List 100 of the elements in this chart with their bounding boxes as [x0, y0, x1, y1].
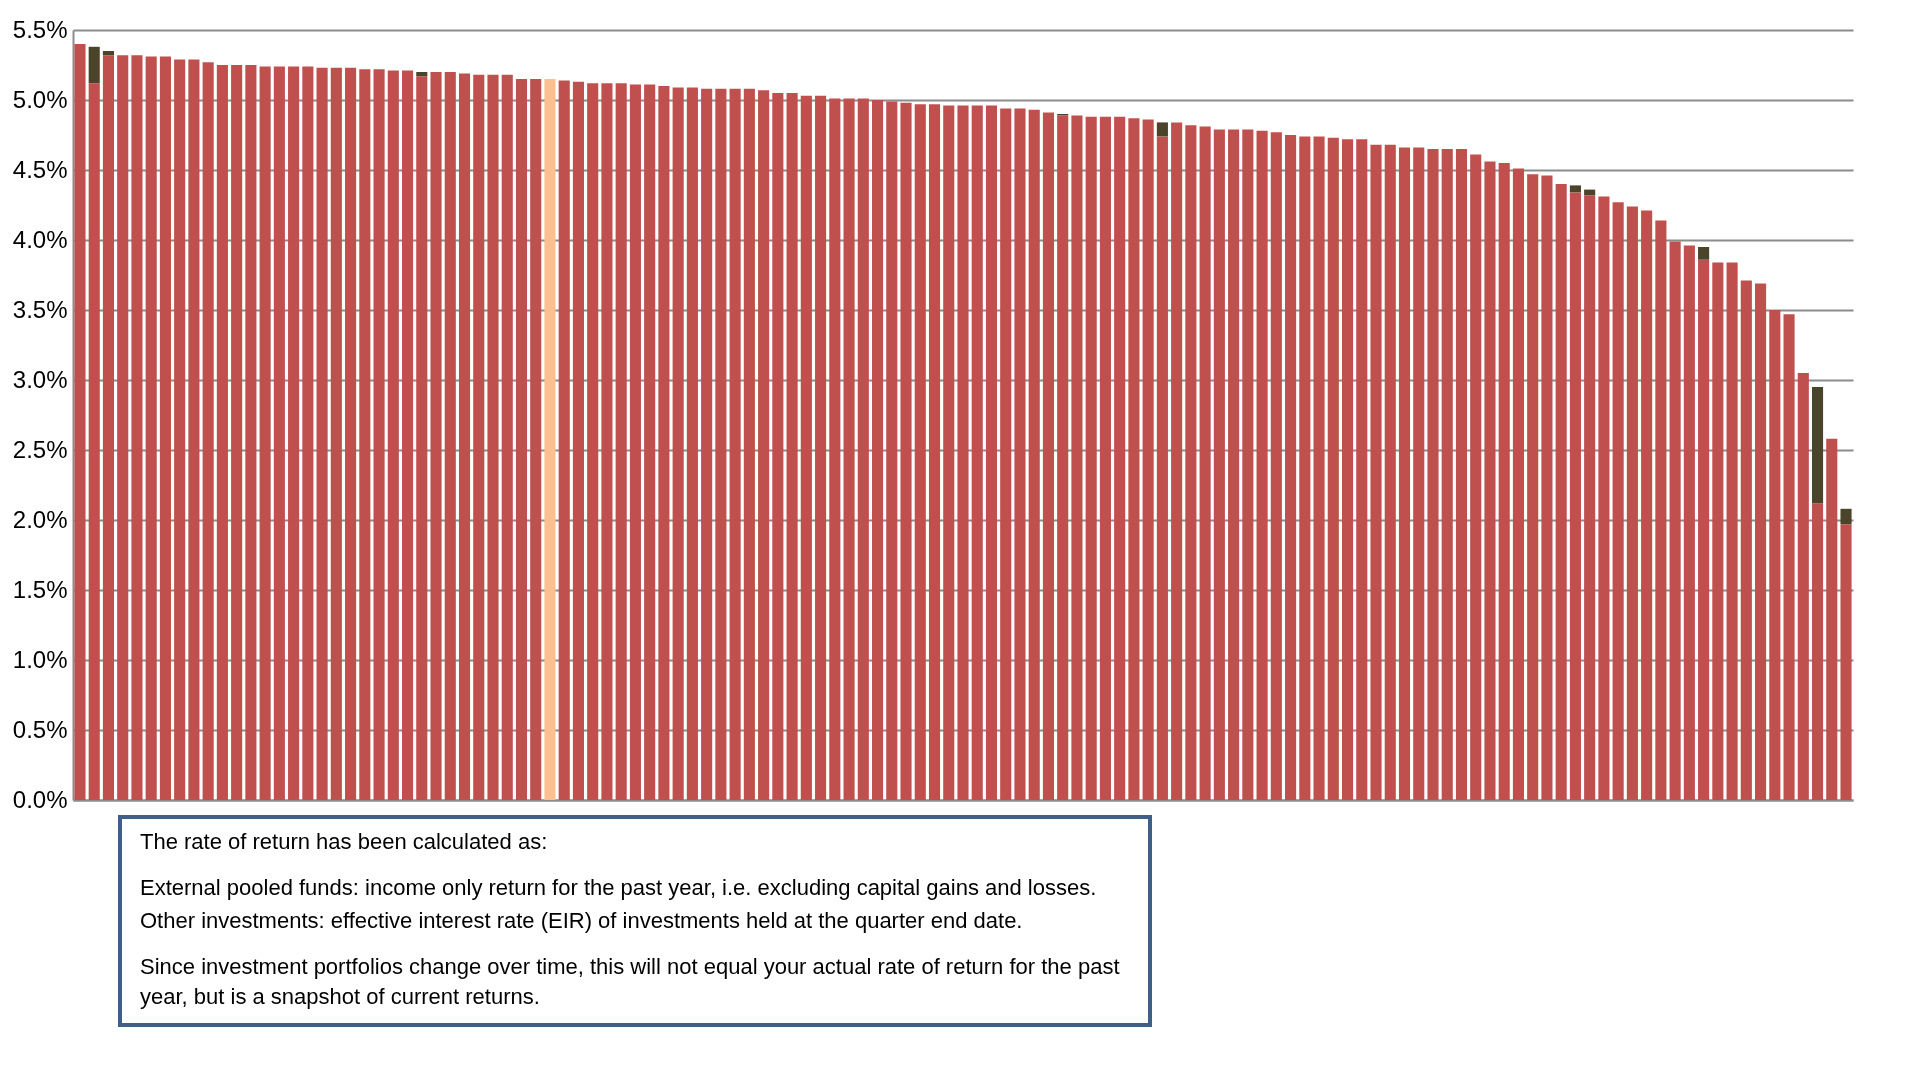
bar: [416, 76, 428, 800]
bar: [1797, 373, 1809, 800]
bar: [914, 104, 926, 800]
bar: [102, 51, 115, 56]
bar: [729, 88, 741, 800]
bar: [1541, 175, 1553, 800]
bar: [1427, 149, 1439, 800]
bar: [1313, 136, 1325, 800]
bar: [1612, 202, 1624, 800]
bar: [957, 105, 969, 800]
bar: [1242, 129, 1254, 800]
y-tick-label: 1.5%: [12, 575, 68, 603]
bar: [88, 46, 100, 84]
bar: [515, 79, 528, 800]
bar: [1384, 144, 1396, 800]
bar: [1569, 192, 1581, 800]
bar: [1555, 184, 1567, 800]
y-tick-label: 0.5%: [12, 715, 68, 743]
bar: [615, 83, 627, 800]
bar: [686, 87, 698, 800]
bar: [544, 79, 556, 800]
bar: [1028, 109, 1040, 800]
bar: [644, 84, 656, 800]
bar: [458, 73, 471, 800]
bar: [1683, 245, 1695, 800]
bar: [743, 88, 755, 800]
bar: [772, 93, 784, 800]
bar: [1811, 387, 1824, 504]
bar: [715, 88, 727, 800]
bar: [1441, 149, 1453, 800]
bar: [572, 81, 585, 800]
bar: [330, 67, 342, 800]
bar: [1455, 149, 1468, 800]
bar: [1014, 108, 1026, 800]
bar: [501, 74, 513, 800]
bar: [1470, 154, 1482, 800]
bar: [1114, 116, 1126, 800]
bar: [629, 84, 641, 800]
bar: [1726, 262, 1738, 800]
bar: [1840, 524, 1852, 800]
bar: [1099, 116, 1111, 800]
bar: [1826, 438, 1838, 800]
bar: [430, 72, 442, 800]
bar: [815, 95, 827, 800]
bar: [1512, 168, 1524, 800]
bar: [1370, 144, 1382, 800]
bar: [1142, 119, 1154, 800]
bar: [102, 55, 115, 800]
bar: [558, 80, 570, 800]
bar: [857, 98, 869, 800]
bar: [245, 65, 257, 800]
y-tick-label: 3.0%: [12, 365, 68, 393]
bar: [387, 70, 399, 800]
bar: [1484, 161, 1496, 800]
y-tick-label: 3.5%: [12, 295, 68, 323]
bar: [273, 66, 285, 800]
bar: [1156, 122, 1168, 137]
y-tick-label: 1.0%: [12, 645, 68, 673]
bar: [1057, 115, 1069, 800]
bar: [1498, 163, 1510, 800]
bar: [1811, 503, 1824, 800]
bar: [1712, 262, 1724, 800]
bar: [1598, 196, 1610, 800]
bar: [1285, 135, 1297, 800]
bar: [658, 86, 670, 800]
bar: [444, 72, 456, 800]
y-tick-label: 5.5%: [12, 15, 68, 43]
bar: [1356, 139, 1368, 800]
bar: [943, 105, 955, 800]
y-tick-label: 4.5%: [12, 155, 68, 183]
bar: [88, 83, 100, 800]
y-tick-label: 5.0%: [12, 85, 68, 113]
bar: [1042, 112, 1055, 800]
bar: [316, 67, 328, 800]
bar: [758, 90, 770, 800]
bar: [1299, 136, 1311, 800]
bar: [928, 104, 941, 800]
bar: [131, 55, 143, 800]
bar: [1698, 259, 1710, 800]
bar: [701, 88, 713, 800]
bar: [1156, 136, 1168, 800]
text-box: The rate of return has been calculated as: External pooled funds: income only return for the past year, i.e. excluding capital gains and losses. Other investments: effective interest rate (EIR) of investments held at the quarter end date. Since investment portfolios change over time, this will not equal your actual rate of return for the past year, but is a snapshot of current returns.: [118, 815, 1152, 1028]
bar: [174, 59, 186, 800]
y-tick-label: 4.0%: [12, 225, 68, 253]
bar: [1000, 108, 1012, 800]
bar: [216, 65, 228, 800]
bar: [1270, 132, 1282, 800]
bar: [530, 79, 542, 800]
bar: [231, 65, 243, 800]
bar: [1569, 185, 1581, 193]
bar: [1641, 210, 1653, 800]
bar: [345, 67, 357, 800]
bar: [288, 66, 300, 800]
bar: [1584, 195, 1596, 800]
bar: [843, 98, 855, 800]
bar: [1185, 125, 1197, 800]
bar: [1398, 147, 1411, 800]
bar: [145, 56, 157, 800]
bar: [259, 66, 271, 800]
bar: [900, 102, 912, 800]
